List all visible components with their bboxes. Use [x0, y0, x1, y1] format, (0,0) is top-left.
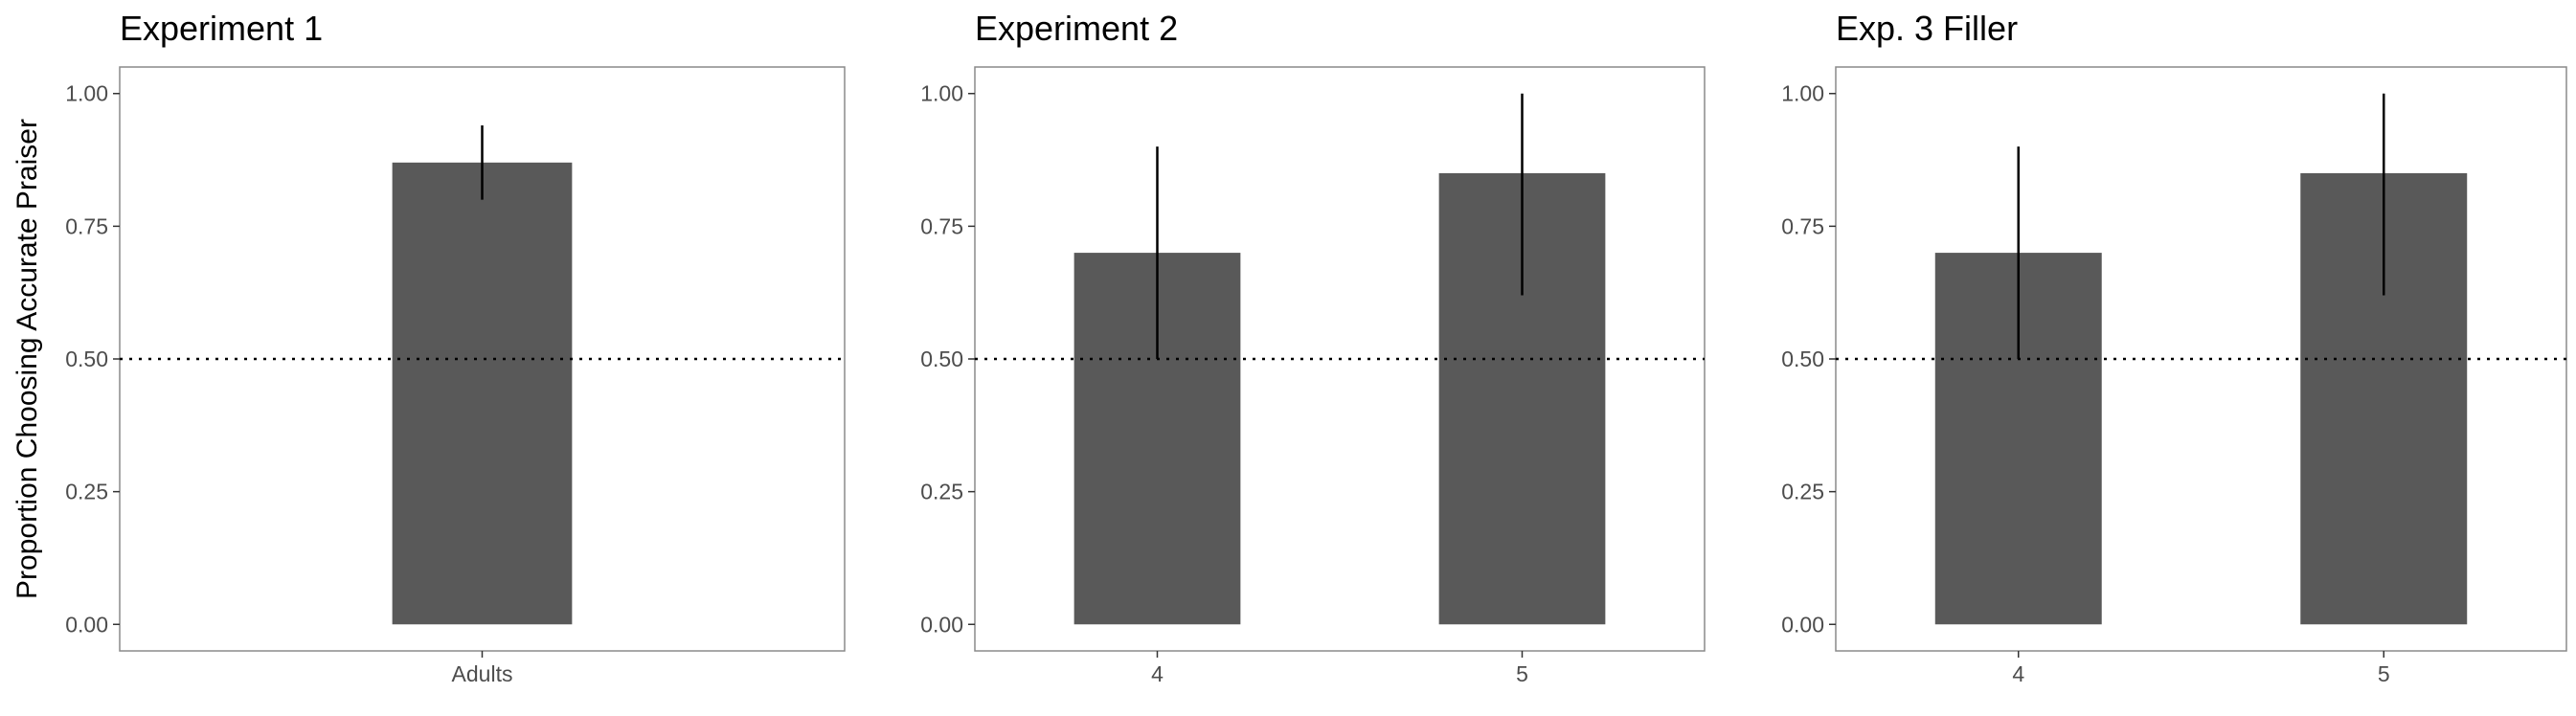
- y-tick-label: 0.00: [65, 612, 108, 637]
- y-tick-label: 0.25: [1781, 480, 1824, 504]
- bar-Adults: [392, 162, 573, 625]
- panel-title: Experiment 1: [120, 9, 323, 48]
- y-tick-label: 0.50: [1781, 347, 1824, 371]
- panel-title: Exp. 3 Filler: [1836, 9, 2018, 48]
- x-tick-label: 5: [1516, 661, 1528, 686]
- panel-marks: 0.00 0.25 0.50 0.75 1.00 4 5: [1781, 81, 2566, 686]
- y-tick-label: 0.75: [1781, 213, 1824, 238]
- y-axis-title: Proportion Choosing Accurate Praiser: [11, 119, 43, 599]
- x-tick-label: 4: [1151, 661, 1164, 686]
- x-tick-label: 5: [2378, 661, 2390, 686]
- panel-experiment-2: Experiment 2 0.00 0.25 0.50 0.75 1.00 4 5: [920, 9, 1706, 686]
- y-tick-label: 1.00: [1781, 81, 1824, 106]
- y-tick-label: 0.50: [920, 347, 963, 371]
- panel-marks: 0.00 0.25 0.50 0.75 1.00 Adults: [65, 81, 845, 686]
- y-tick-label: 0.25: [65, 480, 108, 504]
- y-tick-label: 0.00: [920, 612, 963, 637]
- y-tick-label: 0.75: [920, 213, 963, 238]
- panel-experiment-1: Experiment 1 0.00 0.25 0.50 0.75 1.00 Adults: [65, 9, 846, 686]
- x-tick-label: 4: [2012, 661, 2024, 686]
- y-tick-label: 0.50: [65, 347, 108, 371]
- y-tick-label: 0.25: [920, 480, 963, 504]
- panel-marks: 0.00 0.25 0.50 0.75 1.00 4 5: [920, 81, 1705, 686]
- y-tick-label: 1.00: [920, 81, 963, 106]
- y-tick-label: 0.75: [65, 213, 108, 238]
- y-tick-label: 1.00: [65, 81, 108, 106]
- x-tick-label: Adults: [452, 661, 513, 686]
- panel-exp-3-filler: Exp. 3 Filler 0.00 0.25 0.50 0.75 1.00 4 5: [1781, 9, 2567, 686]
- panel-title: Experiment 2: [975, 9, 1178, 48]
- y-tick-label: 0.00: [1781, 612, 1824, 637]
